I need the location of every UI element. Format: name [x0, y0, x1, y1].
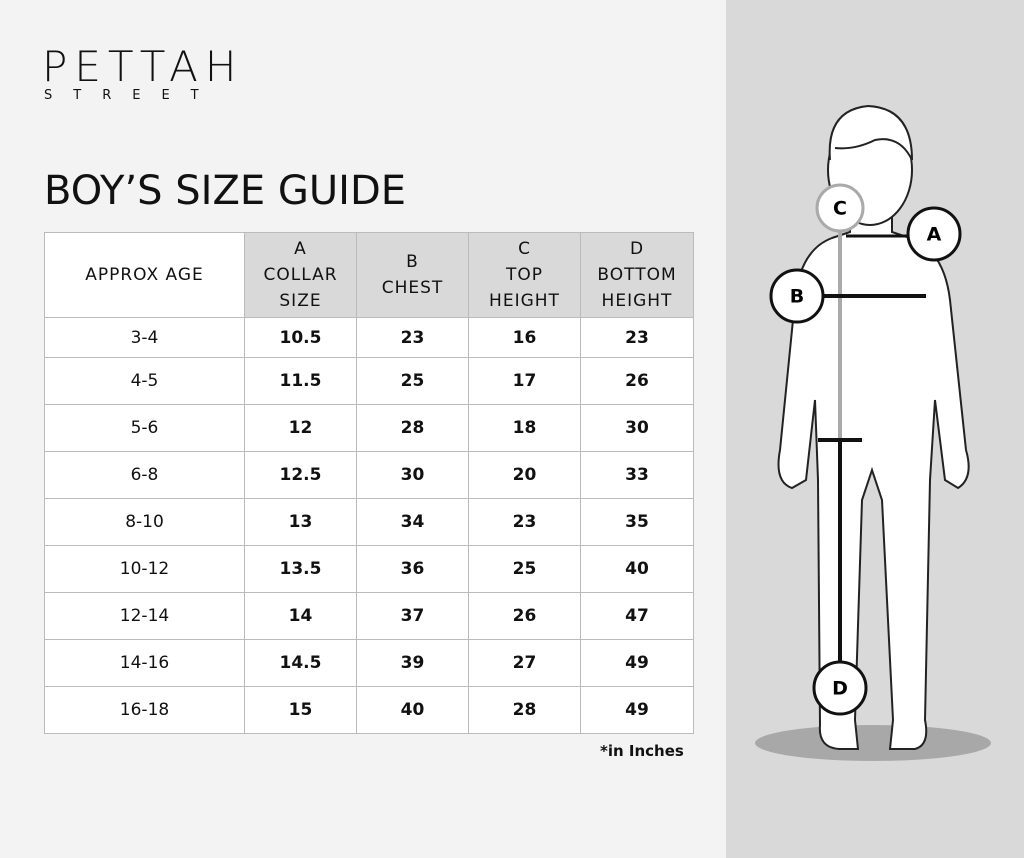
table-cell: 14-16 — [44, 639, 245, 687]
table-cell: 16-18 — [44, 686, 245, 734]
table-cell: 27 — [468, 639, 581, 687]
table-cell: 35 — [580, 498, 694, 546]
title: BOY’S SIZE GUIDE — [44, 168, 407, 214]
shoulder-label: A — [927, 224, 942, 246]
table-row: 16-18 15 40 28 49 — [44, 686, 694, 734]
brand-name: PETTAH — [42, 42, 244, 91]
bottom-marker — [812, 660, 868, 716]
header-text: D — [629, 239, 645, 259]
table-cell: 26 — [468, 592, 581, 640]
table-row: 8-10 13 34 23 35 — [44, 498, 694, 546]
table-cell: 4-5 — [44, 357, 245, 405]
note: *in Inches — [600, 742, 684, 760]
chest-label: B — [790, 286, 804, 308]
table-cell: 25 — [468, 545, 581, 593]
table-cell: 40 — [580, 545, 694, 593]
table-cell: 47 — [580, 592, 694, 640]
table-cell: 13 — [244, 498, 357, 546]
header-text: HEIGHT — [489, 291, 560, 311]
table-cell: 8-10 — [44, 498, 245, 546]
shoulder-marker — [906, 206, 962, 262]
table-cell: 30 — [580, 404, 694, 452]
header-cell: D BOTTOM HEIGHT — [580, 232, 694, 318]
header-text: COLLAR — [263, 265, 338, 285]
table-row: 10-12 13.5 36 25 40 — [44, 545, 694, 593]
table-cell: 3-4 — [44, 317, 245, 358]
table-cell: 39 — [356, 639, 469, 687]
header-text: B — [406, 252, 419, 272]
table-cell: 49 — [580, 639, 694, 687]
chest-marker — [769, 268, 825, 324]
collar-marker — [815, 183, 865, 233]
table-row: 3-4 10.5 23 16 23 — [44, 317, 694, 358]
header-cell: B CHEST — [356, 232, 469, 318]
table-cell: 17 — [468, 357, 581, 405]
table-cell: 5-6 — [44, 404, 245, 452]
header-text: C — [518, 239, 531, 259]
table-cell: 36 — [356, 545, 469, 593]
table-cell: 23 — [580, 317, 694, 358]
table-cell: 10.5 — [244, 317, 357, 358]
table-cell: 25 — [356, 357, 469, 405]
header-text: SIZE — [279, 291, 322, 311]
body — [777, 211, 970, 750]
header-text: TOP — [505, 265, 544, 285]
header-text: APPROX AGE — [85, 265, 204, 285]
bottom-label: D — [832, 678, 848, 700]
table-cell: 49 — [580, 686, 694, 734]
brand-tagline: STREET — [44, 88, 220, 103]
header-text: HEIGHT — [601, 291, 673, 311]
table-cell: 28 — [356, 404, 469, 452]
table-cell: 14.5 — [244, 639, 357, 687]
table-cell: 20 — [468, 451, 581, 499]
header-cell: A COLLAR SIZE — [244, 232, 357, 318]
table-row: 6-8 12.5 30 20 33 — [44, 451, 694, 499]
table-cell: 33 — [580, 451, 694, 499]
table-cell: 34 — [356, 498, 469, 546]
table-cell: 23 — [356, 317, 469, 358]
table-cell: 12 — [244, 404, 357, 452]
table-cell: 16 — [468, 317, 581, 358]
table-row: 14-16 14.5 39 27 49 — [44, 639, 694, 687]
hair — [828, 104, 913, 161]
header-text: BOTTOM — [597, 265, 677, 285]
collar-label: C — [833, 198, 847, 220]
size-table: APPROX AGE A COLLAR SIZE B CHEST C TOP HEIGHT D BO… — [44, 232, 694, 734]
table-row: 5-6 12 28 18 30 — [44, 404, 694, 452]
table-cell: 37 — [356, 592, 469, 640]
header-text: A — [294, 239, 307, 259]
header-text: CHEST — [381, 278, 444, 298]
table-cell: 28 — [468, 686, 581, 734]
shadow — [755, 725, 991, 761]
table-cell: 6-8 — [44, 451, 245, 499]
